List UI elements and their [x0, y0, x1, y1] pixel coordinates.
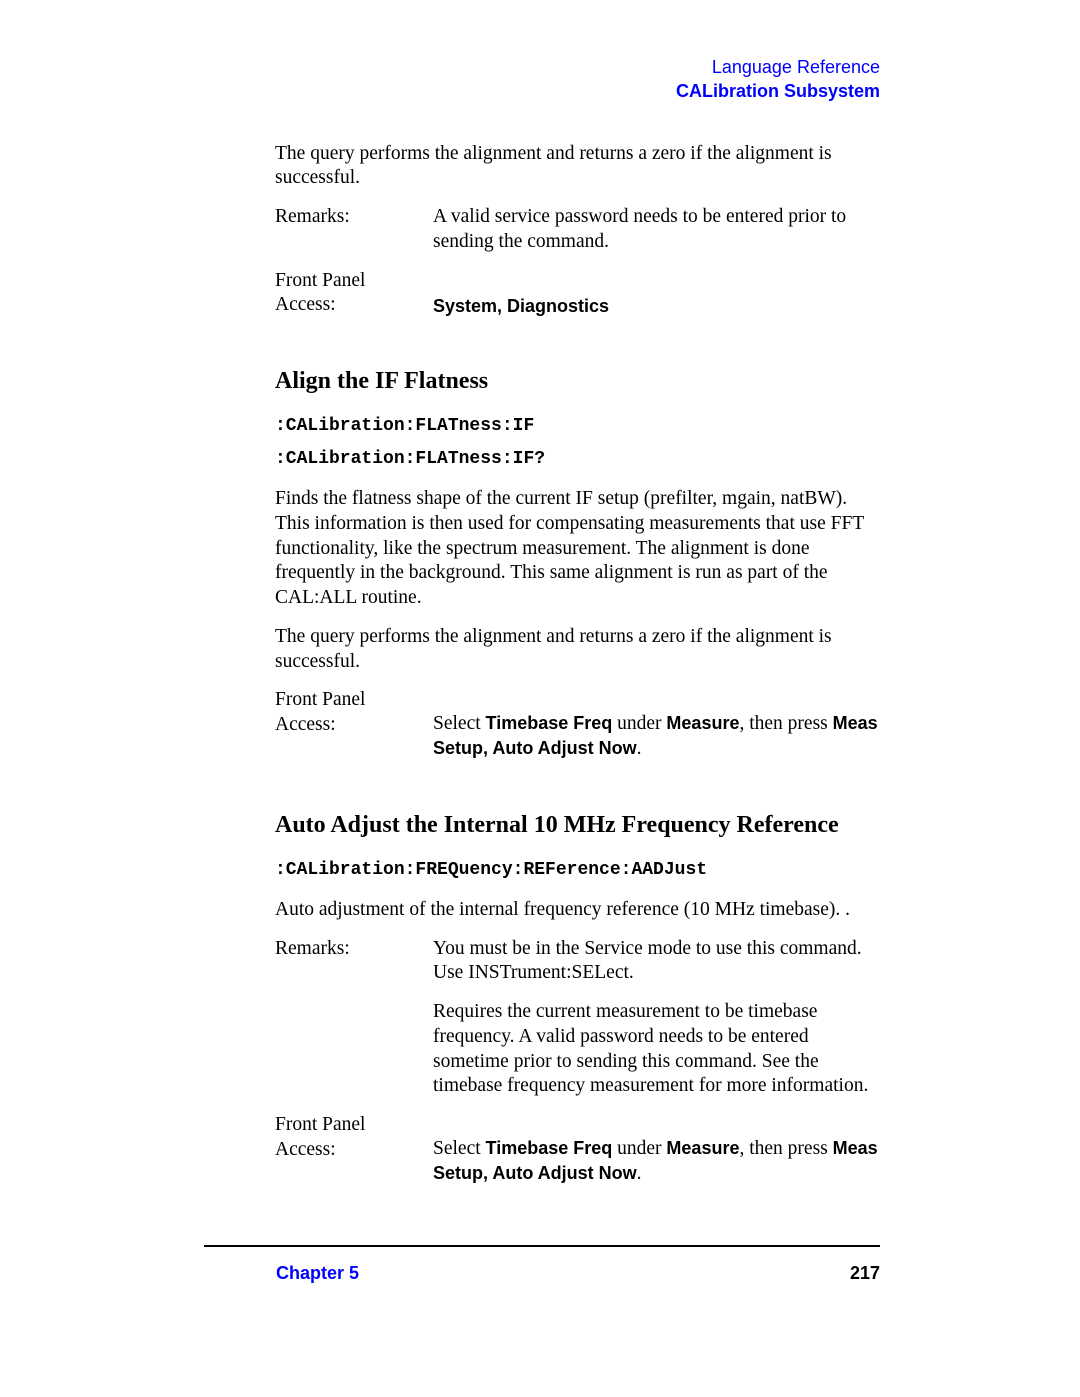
section-heading-if-flatness: Align the IF Flatness: [275, 368, 880, 395]
fp-label-line2: Access:: [275, 714, 336, 735]
command-syntax: :CALibration:FLATness:IF: [275, 413, 880, 440]
remarks-label: Remarks:: [275, 937, 433, 1100]
command-syntax: :CALibration:FREQuency:REFerence:AADJust: [275, 857, 880, 884]
fp-label-line1: Front Panel: [275, 689, 365, 710]
header-category: Language Reference: [275, 55, 880, 79]
fp-text: Select: [433, 1138, 486, 1159]
fp-label-line2: Access:: [275, 1139, 336, 1160]
section2-fp-label: Front Panel Access:: [275, 1113, 433, 1187]
remarks-value: You must be in the Service mode to use t…: [433, 937, 880, 1100]
fp-label-line1: Front Panel: [275, 1114, 365, 1135]
remarks-p2: Requires the current measurement to be t…: [433, 1000, 880, 1099]
running-header: Language Reference CALibration Subsystem: [275, 55, 880, 104]
fp-key: Timebase Freq: [486, 1138, 613, 1158]
fp-text: Select: [433, 713, 486, 734]
section1-para1: Finds the flatness shape of the current …: [275, 487, 880, 611]
section1-fp-label: Front Panel Access:: [275, 688, 433, 762]
fp-text: , then press: [739, 1138, 832, 1159]
remarks-row: Remarks: A valid service password needs …: [275, 205, 880, 255]
section2-fp-value: Select Timebase Freq under Measure, then…: [433, 1113, 880, 1187]
footer-page-number: 217: [850, 1263, 880, 1284]
footer-chapter: Chapter 5: [276, 1263, 359, 1284]
header-subsystem: CALibration Subsystem: [275, 79, 880, 103]
remarks-value: A valid service password needs to be ent…: [433, 205, 880, 255]
front-panel-value: System, Diagnostics: [433, 269, 880, 319]
section1-para2: The query performs the alignment and ret…: [275, 625, 880, 675]
section-heading-auto-adjust: Auto Adjust the Internal 10 MHz Frequenc…: [275, 812, 880, 839]
section2-remarks-row: Remarks: You must be in the Service mode…: [275, 937, 880, 1100]
fp-text: .: [637, 738, 642, 759]
page-footer: Chapter 5 217: [204, 1245, 880, 1284]
fp-text: .: [637, 1163, 642, 1184]
fp-value-text: System, Diagnostics: [433, 295, 609, 318]
intro-paragraph: The query performs the alignment and ret…: [275, 142, 880, 192]
section2-fp-row: Front Panel Access: Select Timebase Freq…: [275, 1113, 880, 1187]
section1-fp-value: Select Timebase Freq under Measure, then…: [433, 688, 880, 762]
section2-para1: Auto adjustment of the internal frequenc…: [275, 898, 880, 923]
fp-text: under: [612, 713, 666, 734]
fp-label-line2: Access:: [275, 294, 336, 315]
front-panel-label: Front Panel Access:: [275, 269, 433, 319]
fp-label-line1: Front Panel: [275, 270, 365, 291]
fp-key: Measure: [666, 713, 739, 733]
remarks-label: Remarks:: [275, 205, 433, 255]
fp-key: Timebase Freq: [486, 713, 613, 733]
fp-text: , then press: [739, 713, 832, 734]
fp-key: Measure: [666, 1138, 739, 1158]
command-query-syntax: :CALibration:FLATness:IF?: [275, 446, 880, 473]
remarks-p1: You must be in the Service mode to use t…: [433, 937, 880, 987]
fp-text: under: [612, 1138, 666, 1159]
section1-fp-row: Front Panel Access: Select Timebase Freq…: [275, 688, 880, 762]
front-panel-row: Front Panel Access: System, Diagnostics: [275, 269, 880, 319]
page-content: Language Reference CALibration Subsystem…: [275, 55, 880, 1187]
